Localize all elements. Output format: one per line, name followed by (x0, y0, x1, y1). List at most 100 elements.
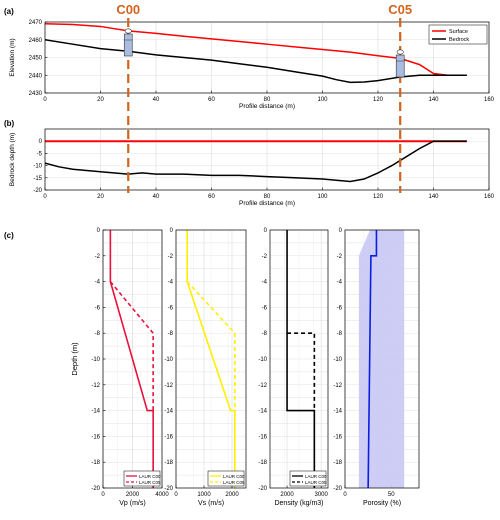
x-tick-label-b: 140 (428, 194, 439, 200)
legend-label-c1: LAUR C00 (139, 474, 161, 479)
grid-c3 (270, 229, 328, 489)
y-tick-label-c1: -16 (91, 434, 100, 440)
y-tick-label-c2: -14 (164, 409, 173, 415)
x-tick-label-c1: 2000 (126, 492, 140, 498)
y-tick-label-c4: -18 (333, 460, 342, 466)
y-tick-label-c2: -6 (168, 305, 174, 311)
y-tick-label-c1: -10 (91, 357, 100, 363)
borehole-label-c00: C00 (116, 2, 140, 17)
y-tick-label-c3: -10 (258, 357, 267, 363)
well-icon (123, 28, 133, 57)
x-tick-label-a: 100 (317, 97, 328, 103)
series-line-c2-laur-c05 (186, 281, 236, 411)
y-tick-label-a: 2460 (29, 38, 43, 44)
y-tick-label-c3: -2 (262, 254, 268, 260)
legend-label-c3: LAUR C05 (305, 480, 327, 485)
borehole-overlay: C00 C05 (116, 2, 412, 193)
well-cap (396, 49, 404, 55)
y-tick-label-c2: -4 (168, 280, 174, 286)
series-line-c4-porosity (367, 230, 378, 489)
y-tick-label-c3: -16 (258, 434, 267, 440)
y-tick-label-c1: -4 (95, 280, 101, 286)
y-tick-label-c1: 0 (97, 228, 101, 234)
x-tick-label-b: 80 (264, 194, 271, 200)
legend-label-c2: LAUR C05 (223, 480, 245, 485)
x-tick-label-a: 160 (484, 97, 495, 103)
y-tick-label-c3: 0 (264, 228, 268, 234)
y-axis-label-a: Elevation (m) (9, 38, 16, 76)
x-tick-label-c3: 2000 (280, 492, 294, 498)
x-tick-label-b: 120 (373, 194, 384, 200)
x-tick-label-c2: 2000 (225, 492, 239, 498)
x-tick-label-c2: 1000 (197, 492, 211, 498)
y-tick-label-c4: -12 (333, 383, 342, 389)
panel-label-c: (c) (4, 231, 14, 240)
x-axis-label-c3: Density (kg/m3) (274, 500, 323, 507)
y-tick-label-b: -5 (37, 151, 43, 157)
well-casing (123, 33, 133, 57)
x-axis-label-c1: Vp (m/s) (119, 500, 145, 507)
y-tick-label-a: 2440 (29, 73, 43, 79)
y-tick-label-c3: -18 (258, 460, 267, 466)
y-tick-label-b: 0 (39, 139, 43, 145)
y-tick-label-c4: -4 (337, 280, 343, 286)
well-casing (395, 54, 405, 78)
y-tick-label-c3: -4 (262, 280, 268, 286)
panel-label-b: (b) (4, 119, 15, 128)
grid-b (44, 128, 490, 191)
axes-frame (44, 128, 490, 191)
series-line-surface (44, 23, 467, 76)
grid-a (44, 21, 490, 94)
series-line-c1-laur-c05 (109, 281, 154, 411)
y-tick-label-c2: 0 (170, 228, 174, 234)
y-tick-label-b: -10 (33, 164, 42, 170)
y-tick-label-c3: -6 (262, 305, 268, 311)
series-line-c3-laur-c05 (287, 332, 316, 411)
y-axis-label-c1: Depth (m) (70, 342, 79, 376)
y-tick-label-c3: -14 (258, 409, 267, 415)
x-tick-label-a: 20 (97, 97, 104, 103)
legend-label-c3: LAUR C00 (305, 474, 327, 479)
x-tick-label-a: 80 (264, 97, 271, 103)
y-tick-label-c4: -10 (333, 357, 342, 363)
x-tick-label-a: 120 (373, 97, 384, 103)
x-tick-label-c4: 50 (388, 492, 395, 498)
y-axis-label-b: Bedrock depth (m) (9, 133, 16, 186)
axes-frame (175, 229, 247, 489)
y-tick-label-c3: -20 (258, 486, 267, 492)
y-tick-label-c4: -6 (337, 305, 343, 311)
axes-frame (344, 229, 420, 489)
x-axis-label-b: Profile distance (m) (239, 200, 295, 207)
well-cap (124, 28, 132, 34)
y-tick-label-c1: -12 (91, 383, 100, 389)
y-tick-label-c4: 0 (339, 228, 343, 234)
x-tick-label-b: 0 (43, 194, 47, 200)
legend-label-c1: LAUR C05 (139, 480, 161, 485)
series-line-c3-laur-c00 (286, 230, 316, 488)
y-tick-label-c2: -18 (164, 460, 173, 466)
x-tick-label-b: 100 (317, 194, 328, 200)
y-tick-label-c1: -20 (91, 486, 100, 492)
x-tick-label-b: 60 (208, 194, 215, 200)
x-axis-label-c4: Porosity (%) (363, 500, 401, 507)
y-tick-label-c1: -18 (91, 460, 100, 466)
x-tick-label-c1: 0 (101, 492, 105, 498)
plot-area: 0 20 40 60 80 100 120 140 160 2430 2440 2450 2460 247… (9, 20, 495, 507)
axes-frame (44, 21, 490, 94)
y-tick-label-c4: -20 (333, 486, 342, 492)
x-tick-label-a: 40 (153, 97, 160, 103)
x-axis-label-a: Profile distance (m) (239, 103, 295, 110)
y-tick-label-a: 2450 (29, 56, 43, 62)
y-tick-label-c3: -12 (258, 383, 267, 389)
series-line-c2-laur-c00 (186, 230, 236, 488)
panel-label-a: (a) (4, 7, 14, 16)
borehole-label-c05: C05 (388, 2, 412, 17)
x-tick-label-c3: 3000 (314, 492, 328, 498)
y-tick-label-c2: -2 (168, 254, 174, 260)
y-tick-label-c2: -12 (164, 383, 173, 389)
series-line-bedrock-b (44, 140, 467, 183)
